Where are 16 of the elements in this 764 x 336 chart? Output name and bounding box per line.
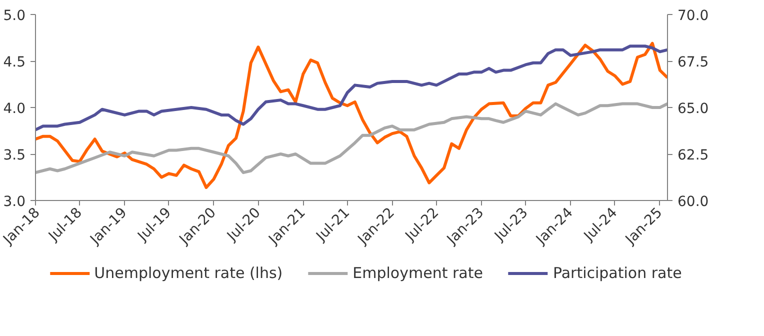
y2-tick-label: 67.5 bbox=[678, 54, 709, 70]
legend-label: Employment rate bbox=[352, 264, 483, 282]
y-tick-label: 4.0 bbox=[3, 101, 26, 117]
y-tick-label: 4.5 bbox=[3, 54, 26, 70]
y2-tick-label: 62.5 bbox=[678, 148, 709, 164]
y-tick-label: 3.0 bbox=[3, 194, 26, 210]
line-series bbox=[36, 102, 668, 174]
y2-tick-label: 70.0 bbox=[678, 8, 709, 24]
line-series bbox=[36, 44, 668, 132]
y2-tick-label: 65.0 bbox=[678, 101, 709, 117]
y2-tick-label: 60.0 bbox=[678, 194, 709, 210]
y-tick-label: 5.0 bbox=[3, 8, 26, 24]
line-series bbox=[36, 42, 668, 189]
y-tick-label: 3.5 bbox=[3, 148, 26, 164]
legend-label: Unemployment rate (lhs) bbox=[94, 264, 283, 282]
legend-label: Participation rate bbox=[552, 264, 682, 282]
